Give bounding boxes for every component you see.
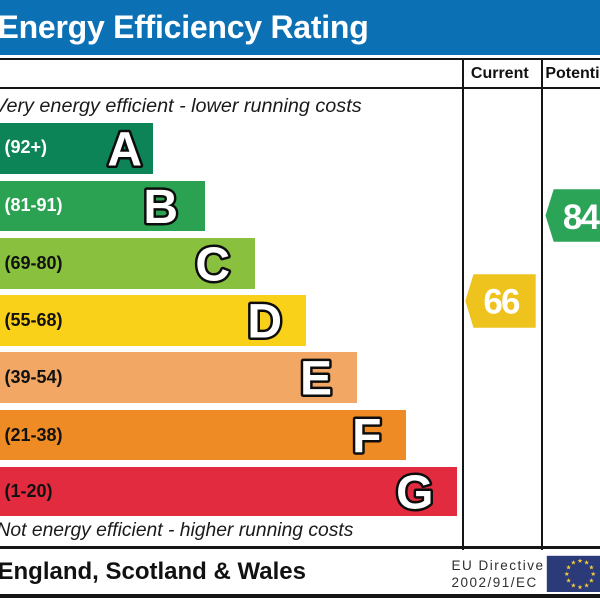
svg-text:E: E xyxy=(300,352,332,405)
svg-text:B: B xyxy=(143,181,178,234)
svg-text:C: C xyxy=(195,238,230,291)
svg-text:G: G xyxy=(396,467,433,520)
svg-text:F: F xyxy=(352,410,381,463)
svg-text:66: 66 xyxy=(483,283,520,322)
svg-text:A: A xyxy=(107,123,142,176)
svg-text:D: D xyxy=(247,296,282,349)
svg-text:84: 84 xyxy=(563,198,600,237)
